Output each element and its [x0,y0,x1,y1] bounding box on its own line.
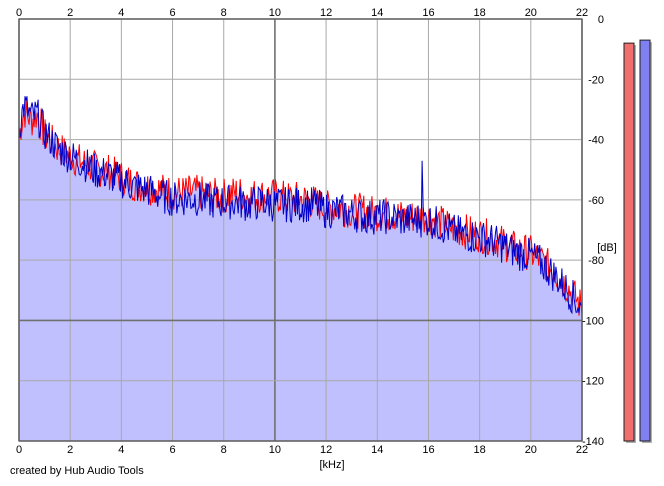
y-tick-label: -80 [588,255,604,267]
x-tick-label-bottom: 16 [422,444,434,456]
credit-text: created by Hub Audio Tools [10,465,144,477]
y-tick-label: -20 [588,74,604,86]
y-tick-labels: 0 -20 -40 -60 -80 -100 -120 -140 [582,14,604,448]
x-tick-label-top: 4 [118,7,124,19]
y-axis-label: [dB] [597,242,617,254]
y-tick-label: 0 [598,14,604,26]
x-tick-label-bottom: 12 [320,444,332,456]
level-meter-bar-1 [623,42,635,442]
spectrum-fill [19,96,582,441]
plot-frame [18,18,583,442]
x-tick-label-top: 14 [371,7,383,19]
x-tick-label-top: 8 [221,7,227,19]
x-tick-label-top: 18 [474,7,486,19]
x-tick-label-bottom: 14 [371,444,383,456]
spectrum-fill-area [19,96,582,441]
x-tick-label-bottom: 10 [269,444,281,456]
x-tick-labels-bottom: 0 2 4 6 8 10 12 14 16 18 20 22 [16,444,588,456]
y-tick-label: -120 [582,376,604,388]
series-line-2 [18,96,583,315]
x-tick-label-top: 22 [576,7,588,19]
x-tick-label-bottom: 0 [16,444,22,456]
x-tick-label-bottom: 22 [576,444,588,456]
x-axis-label: [kHz] [319,459,344,471]
x-tick-label-bottom: 18 [474,444,486,456]
y-tick-label: -40 [588,135,604,147]
y-tick-label: -60 [588,195,604,207]
x-tick-label-top: 6 [169,7,175,19]
x-tick-label-top: 10 [269,7,281,19]
y-tick-label: -100 [582,315,604,327]
spectrum-series [18,96,583,317]
level-meters [623,39,652,443]
x-tick-label-top: 0 [16,7,22,19]
x-tick-label-bottom: 20 [525,444,537,456]
plot-border [18,18,583,442]
x-tick-label-top: 16 [422,7,434,19]
x-tick-label-bottom: 8 [221,444,227,456]
x-tick-labels-top: 0 2 4 6 8 10 12 14 16 18 20 22 [16,7,588,19]
x-tick-label-top: 2 [67,7,73,19]
x-tick-label-top: 12 [320,7,332,19]
x-tick-label-bottom: 4 [118,444,124,456]
y-tick-label: -140 [582,436,604,448]
x-tick-label-top: 20 [525,7,537,19]
x-tick-label-bottom: 2 [67,444,73,456]
x-tick-label-bottom: 6 [169,444,175,456]
level-meter-bar-2 [639,39,651,442]
